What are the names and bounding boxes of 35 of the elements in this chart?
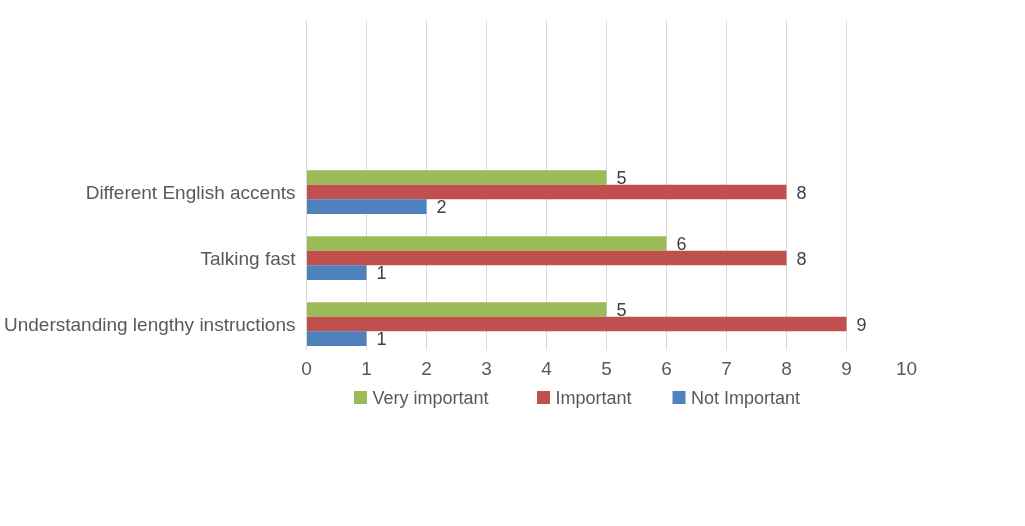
bar: [306, 170, 607, 185]
data-label: 5: [616, 300, 627, 321]
data-label: 2: [436, 197, 447, 218]
x-tick-label: 2: [421, 357, 432, 379]
data-label: 5: [616, 168, 627, 189]
x-tick-label: 8: [781, 357, 792, 379]
bar: [306, 302, 607, 317]
x-tick-label: 5: [601, 357, 612, 379]
x-tick-label: 1: [361, 357, 372, 379]
x-tick-label: 6: [661, 357, 672, 379]
bar: [306, 316, 847, 332]
bar: [306, 199, 427, 214]
bar: [306, 236, 667, 251]
data-label: 1: [376, 263, 387, 284]
y-tick-label: Talking fast: [200, 247, 297, 269]
data-label: 8: [796, 182, 807, 203]
data-label: 8: [796, 248, 807, 269]
y-tick-label: Understanding lengthy instructions: [4, 313, 296, 335]
data-label: 1: [376, 329, 387, 350]
bar: [306, 250, 787, 266]
bar: [306, 184, 787, 200]
data-label: 6: [676, 234, 687, 255]
x-tick-label: 7: [721, 357, 732, 379]
data-label: 9: [856, 314, 867, 335]
legend-label: Very important: [372, 387, 489, 408]
legend-label: Important: [555, 387, 632, 408]
legend-label: Not Important: [691, 387, 801, 408]
x-tick-label: 4: [541, 357, 553, 379]
x-tick-label: 10: [895, 357, 918, 379]
x-tick-label: 0: [301, 357, 312, 379]
x-tick-label: 3: [481, 357, 492, 379]
bar: [306, 265, 367, 280]
y-tick-label: Different English accents: [85, 181, 296, 203]
bar: [306, 331, 367, 346]
x-tick-label: 9: [841, 357, 852, 379]
